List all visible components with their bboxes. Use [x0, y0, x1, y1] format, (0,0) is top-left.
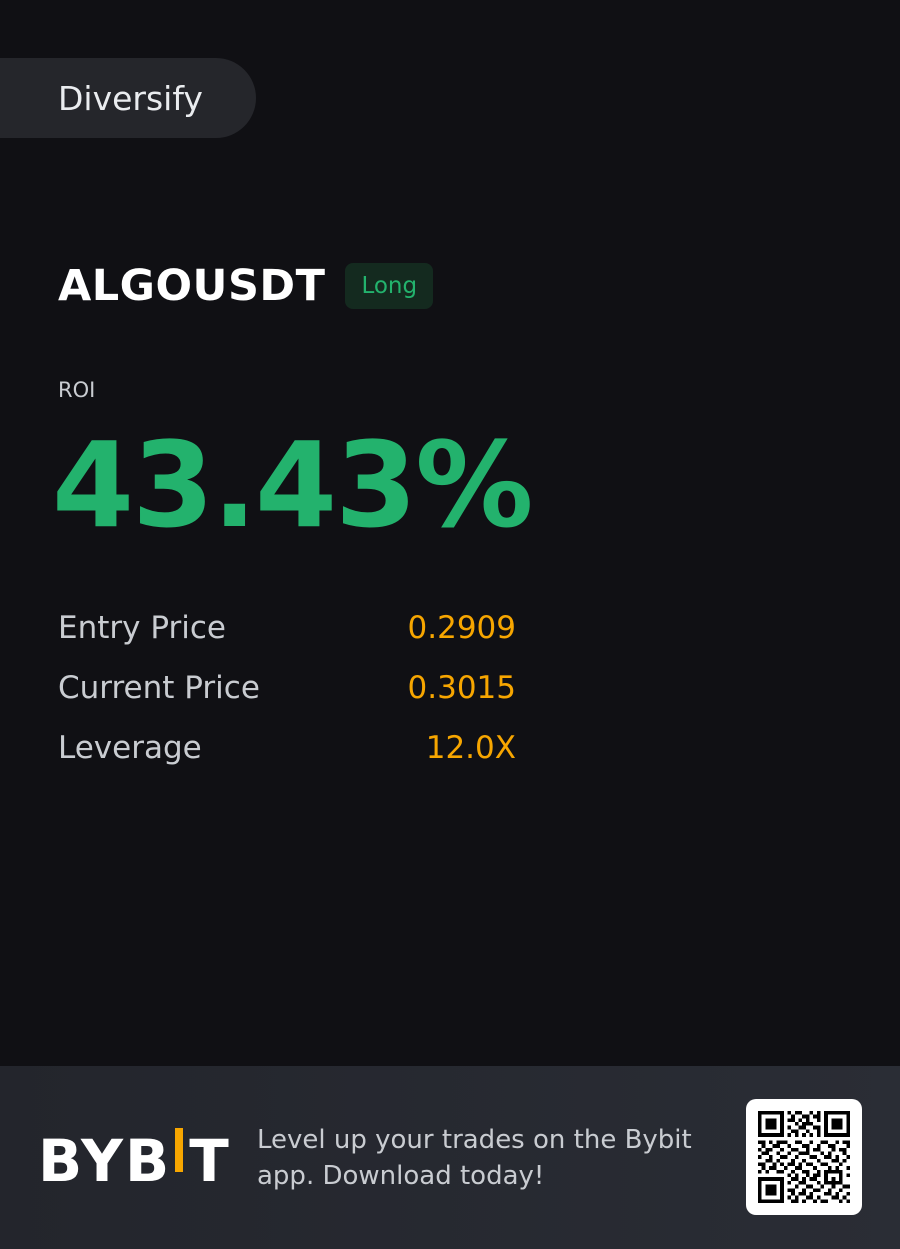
entry-price-label: Entry Price: [58, 610, 226, 646]
promo-tagline: Level up your trades on the Bybit app. D…: [257, 1122, 717, 1194]
bybit-logo: BYB T: [38, 1126, 231, 1190]
trading-pair: ALGOUSDT: [58, 261, 326, 311]
bybit-logo-text-right: T: [189, 1127, 231, 1195]
promo-tagline-line-1: Level up your trades on the Bybit: [257, 1125, 692, 1155]
entry-price-value: 0.2909: [407, 610, 516, 646]
qr-code-graphic: [758, 1111, 850, 1203]
roi-value: 43.43%: [52, 416, 533, 554]
stat-row-entry-price: Entry Price 0.2909: [58, 598, 516, 658]
stat-row-current-price: Current Price 0.3015: [58, 658, 516, 718]
pnl-share-card: Diversify ALGOUSDT Long ROI 43.43% Entry…: [0, 58, 534, 778]
current-price-value: 0.3015: [407, 670, 516, 706]
position-side-badge: Long: [345, 263, 434, 309]
current-price-label: Current Price: [58, 670, 260, 706]
roi-label: ROI: [58, 378, 96, 402]
leverage-label: Leverage: [58, 730, 202, 766]
qr-code-icon[interactable]: [746, 1099, 862, 1215]
bybit-logo-bar: [175, 1128, 184, 1172]
bybit-logo-text-left: BYB: [38, 1127, 172, 1195]
strategy-tag-label: Diversify: [58, 78, 203, 118]
leverage-value: 12.0X: [425, 730, 516, 766]
stat-row-leverage: Leverage 12.0X: [58, 718, 516, 778]
promo-tagline-line-2: app. Download today!: [257, 1161, 545, 1191]
strategy-tag: Diversify: [0, 58, 256, 138]
pair-row: ALGOUSDT Long: [58, 261, 434, 311]
position-stats: Entry Price 0.2909 Current Price 0.3015 …: [58, 598, 516, 778]
